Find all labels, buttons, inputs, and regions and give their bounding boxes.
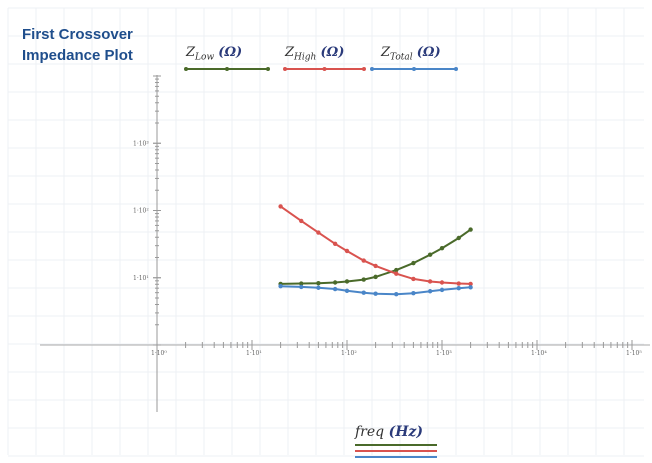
data-point-2 — [394, 291, 399, 297]
data-point-1 — [456, 281, 461, 286]
series-line-1 — [280, 205, 471, 285]
x-axis-label: freq (Hz) — [355, 424, 424, 440]
data-point-2 — [344, 288, 350, 293]
data-point-2 — [468, 285, 473, 290]
data-point-0 — [427, 252, 433, 257]
x-tick-label: 1·10² — [341, 350, 357, 357]
data-point-0 — [299, 281, 304, 286]
legend-label-z-low: ZLow (Ω) — [186, 45, 243, 63]
data-point-2 — [278, 283, 283, 289]
data-point-1 — [299, 218, 304, 224]
data-point-1 — [332, 241, 338, 246]
data-point-0 — [332, 280, 338, 285]
chart-title-line-1: First Crossover — [22, 26, 133, 43]
y-tick-label: 1·10² — [133, 208, 149, 215]
data-point-0 — [411, 260, 416, 266]
data-point-2 — [299, 284, 304, 290]
legend-swatch-marker — [184, 67, 188, 71]
data-point-2 — [427, 289, 433, 294]
data-point-1 — [278, 204, 283, 209]
data-point-2 — [332, 286, 338, 292]
chart-title-line-2: Impedance Plot — [22, 47, 133, 64]
legend-swatch-marker — [322, 67, 327, 71]
data-point-1 — [439, 280, 445, 285]
data-point-0 — [316, 280, 321, 286]
data-point-0 — [361, 277, 366, 282]
x-tick-label: 1·10³ — [436, 350, 452, 357]
data-point-1 — [468, 281, 473, 287]
legend-item-z-total: ZTotal (Ω) — [381, 41, 441, 63]
data-point-0 — [439, 246, 445, 251]
chart-title: First Crossover Impedance Plot — [22, 24, 133, 66]
data-point-1 — [394, 271, 399, 276]
data-point-2 — [439, 287, 445, 293]
legend-swatch-marker — [266, 67, 270, 71]
data-point-0 — [456, 235, 461, 241]
x-tick-label: 1·10⁵ — [626, 350, 642, 357]
y-tick-label: 1·10¹ — [133, 275, 149, 282]
data-point-2 — [316, 285, 321, 290]
data-point-1 — [411, 276, 416, 282]
data-point-1 — [427, 279, 433, 284]
data-point-0 — [394, 267, 399, 273]
legend-swatch-marker — [370, 67, 374, 71]
data-point-2 — [456, 285, 461, 291]
x-tick-label: 1·10¹ — [246, 350, 262, 357]
data-point-0 — [373, 274, 378, 280]
data-point-1 — [373, 263, 378, 269]
data-point-2 — [411, 290, 416, 296]
y-tick-label: 1·10³ — [133, 140, 149, 147]
legend-item-z-low: ZLow (Ω) — [186, 41, 242, 63]
data-point-0 — [344, 279, 350, 284]
legend-swatch-marker — [283, 67, 287, 71]
data-point-2 — [373, 291, 378, 296]
legend-swatch-marker — [454, 67, 458, 71]
x-tick-label: 1·10⁴ — [531, 350, 547, 357]
data-point-1 — [316, 230, 321, 235]
legend-swatch-marker — [362, 67, 366, 71]
legend-item-z-high: ZHigh (Ω) — [285, 41, 344, 63]
legend-label-z-high: ZHigh (Ω) — [285, 45, 345, 63]
data-point-1 — [344, 248, 350, 254]
legend-swatch-marker — [225, 67, 229, 71]
legend-swatch-marker — [412, 67, 416, 71]
data-point-2 — [361, 290, 366, 295]
data-point-1 — [361, 258, 366, 263]
legend-label-z-total: ZTotal (Ω) — [381, 45, 441, 63]
data-point-0 — [468, 227, 473, 232]
x-tick-label: 1·10⁰ — [151, 350, 167, 357]
